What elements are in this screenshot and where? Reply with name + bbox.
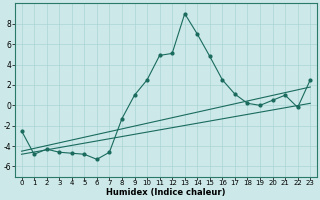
X-axis label: Humidex (Indice chaleur): Humidex (Indice chaleur) xyxy=(106,188,226,197)
